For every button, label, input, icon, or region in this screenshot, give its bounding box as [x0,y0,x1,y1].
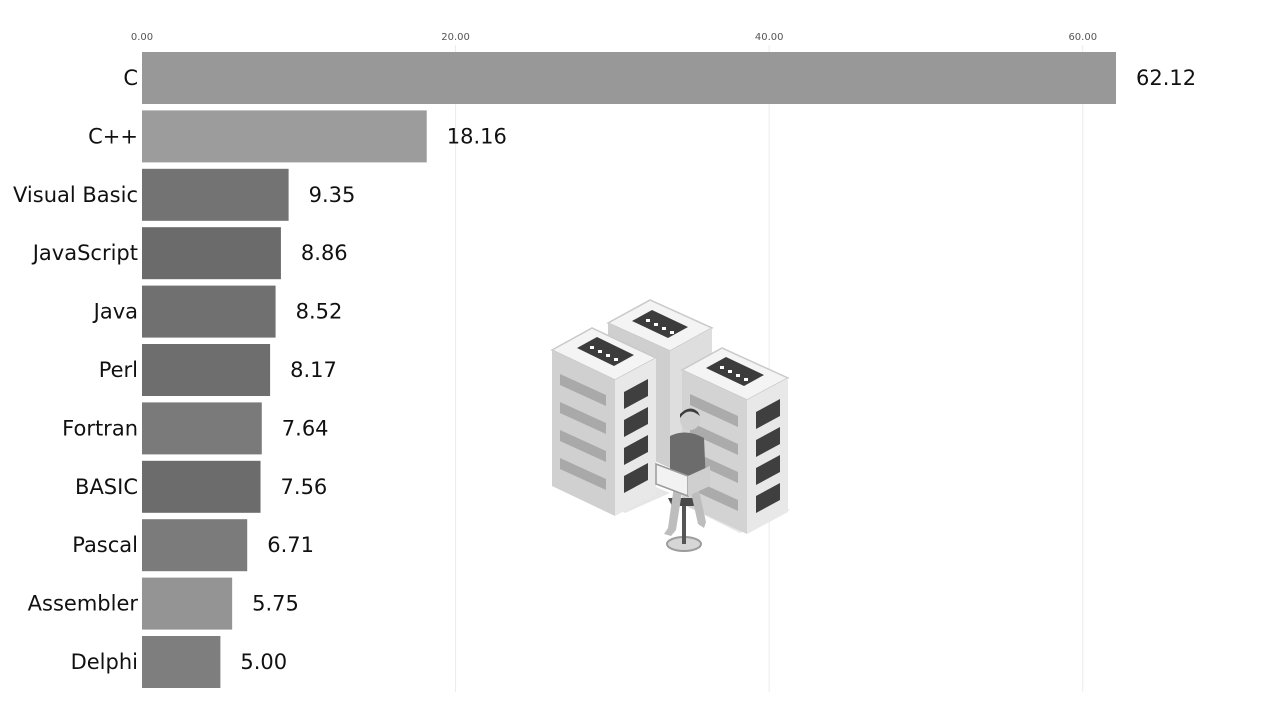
category-label: JavaScript [31,241,138,265]
bar [142,52,1116,104]
value-label: 18.16 [447,124,507,148]
value-label: 5.00 [240,650,287,674]
x-axis-ticks: 0.00 20.00 40.00 60.00 [131,32,1097,43]
bars [142,52,1116,688]
bar [142,519,248,572]
bar [142,577,233,630]
category-label: Delphi [71,650,138,674]
x-tick-label: 20.00 [441,32,470,43]
value-label: 7.56 [281,475,328,499]
category-label: Java [92,300,138,324]
category-label: Fortran [62,416,138,440]
bar [142,168,289,221]
x-tick-label: 0.00 [131,32,153,43]
category-labels: C C++ Visual Basic JavaScript Java Perl Fortra… [13,66,138,674]
value-label: 8.86 [301,241,348,265]
value-label: 8.52 [296,300,343,324]
bar [142,344,271,396]
grid-lines [455,45,1084,692]
value-label: 7.64 [282,416,329,440]
category-label: C [123,66,138,90]
bar [142,227,281,280]
bar [142,285,276,338]
category-label: BASIC [75,475,138,499]
bar [142,402,262,455]
value-label: 5.75 [252,592,299,616]
x-tick-label: 40.00 [755,32,784,43]
value-label: 8.17 [290,358,337,382]
value-label: 62.12 [1136,66,1196,90]
server-racks-with-person-icon [550,299,790,552]
bar [142,460,261,513]
value-labels: 62.12 18.16 9.35 8.86 8.52 8.17 7.64 7.56 6.71 5.… [240,66,1196,674]
bar [142,636,221,688]
category-label: Pascal [72,533,138,557]
category-label: Perl [99,358,138,382]
value-label: 6.71 [267,533,314,557]
bar [142,110,427,163]
x-tick-label: 60.00 [1068,32,1097,43]
value-label: 9.35 [309,183,356,207]
category-label: Visual Basic [13,183,138,207]
category-label: Assembler [28,592,139,616]
category-label: C++ [88,124,138,148]
